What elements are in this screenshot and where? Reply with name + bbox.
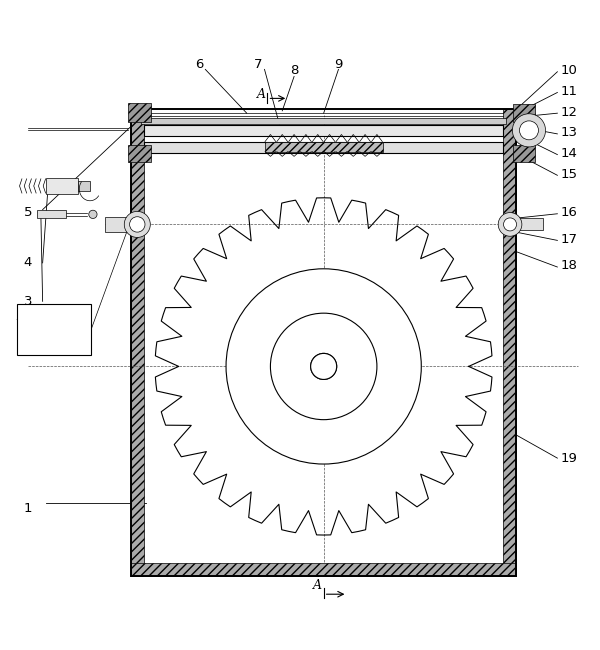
Bar <box>17 304 91 355</box>
Bar <box>145 142 503 153</box>
Bar <box>265 142 383 151</box>
Circle shape <box>311 354 337 380</box>
Text: 8: 8 <box>290 64 298 77</box>
Text: 9: 9 <box>334 58 343 71</box>
Text: 11: 11 <box>560 84 577 98</box>
Bar <box>78 181 90 190</box>
Circle shape <box>124 211 151 237</box>
Bar <box>37 210 66 218</box>
Circle shape <box>89 210 97 218</box>
Text: 15: 15 <box>560 168 577 181</box>
Bar <box>142 118 506 124</box>
Text: A: A <box>313 579 322 592</box>
Text: 3: 3 <box>23 295 32 308</box>
Bar <box>131 109 516 577</box>
Text: 2: 2 <box>23 333 32 346</box>
Text: A: A <box>257 88 266 101</box>
Bar <box>513 218 542 230</box>
Text: 4: 4 <box>23 256 32 269</box>
Bar <box>503 109 516 577</box>
Circle shape <box>271 313 377 420</box>
Text: 7: 7 <box>254 58 263 71</box>
Bar <box>131 109 145 577</box>
Circle shape <box>498 213 522 236</box>
Bar <box>513 104 535 122</box>
Bar <box>513 144 535 162</box>
Text: 5: 5 <box>23 206 32 219</box>
Text: 12: 12 <box>560 105 577 118</box>
Circle shape <box>226 269 421 464</box>
Circle shape <box>512 114 545 147</box>
Text: 10: 10 <box>560 64 577 77</box>
Bar <box>105 217 137 231</box>
Text: 17: 17 <box>560 233 577 246</box>
Circle shape <box>520 121 538 140</box>
Text: 1: 1 <box>23 502 32 515</box>
Circle shape <box>503 218 517 231</box>
Text: 14: 14 <box>560 147 577 160</box>
Text: 13: 13 <box>560 126 577 139</box>
Text: 16: 16 <box>560 206 577 219</box>
Bar <box>46 177 78 194</box>
Bar <box>145 125 503 136</box>
Text: 18: 18 <box>560 259 577 272</box>
Bar <box>128 103 151 122</box>
Bar <box>128 144 151 162</box>
Circle shape <box>130 216 145 232</box>
Bar <box>131 564 516 577</box>
Text: 19: 19 <box>560 452 577 465</box>
Text: 6: 6 <box>195 58 203 71</box>
Circle shape <box>311 354 337 380</box>
